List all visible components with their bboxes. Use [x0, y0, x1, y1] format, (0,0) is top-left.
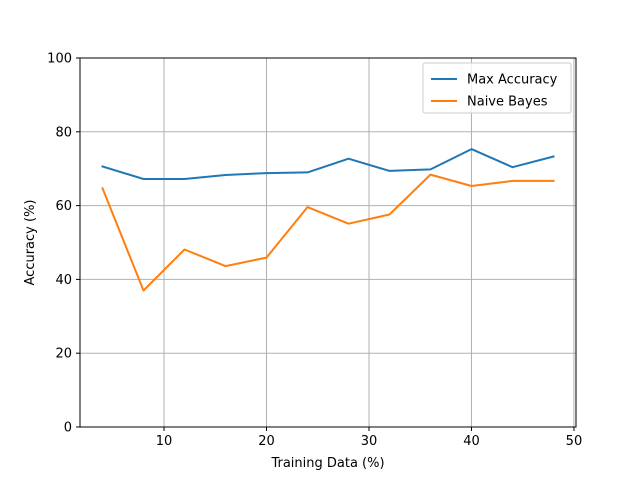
y-axis-label: Accuracy (%) — [23, 200, 38, 286]
x-tick-label: 10 — [156, 434, 173, 449]
series-line-max-accuracy — [101, 148, 555, 180]
x-tick-label: 30 — [361, 434, 378, 449]
y-tick-label: 20 — [55, 347, 72, 362]
y-tick-label: 0 — [64, 421, 72, 436]
legend-label-max-accuracy: Max Accuracy — [467, 73, 558, 88]
plot-frame — [79, 57, 577, 428]
y-tick-label: 40 — [55, 273, 72, 288]
legend-label-naive-bayes: Naive Bayes — [467, 95, 548, 110]
axis-ticks: 10 20 30 40 50 0 20 40 60 80 100 — [47, 52, 582, 450]
x-tick-label: 20 — [258, 434, 275, 449]
series-line-naive-bayes — [101, 173, 555, 292]
legend: Max Accuracy Naive Bayes — [422, 62, 572, 114]
y-tick-label: 60 — [55, 199, 72, 214]
legend-box — [422, 62, 572, 114]
x-tick-label: 40 — [463, 434, 480, 449]
y-tick-label: 100 — [47, 52, 72, 67]
series-lines — [101, 148, 555, 292]
y-tick-label: 80 — [55, 125, 72, 140]
x-tick-label: 50 — [566, 434, 583, 449]
x-axis-label: Training Data (%) — [270, 456, 384, 471]
